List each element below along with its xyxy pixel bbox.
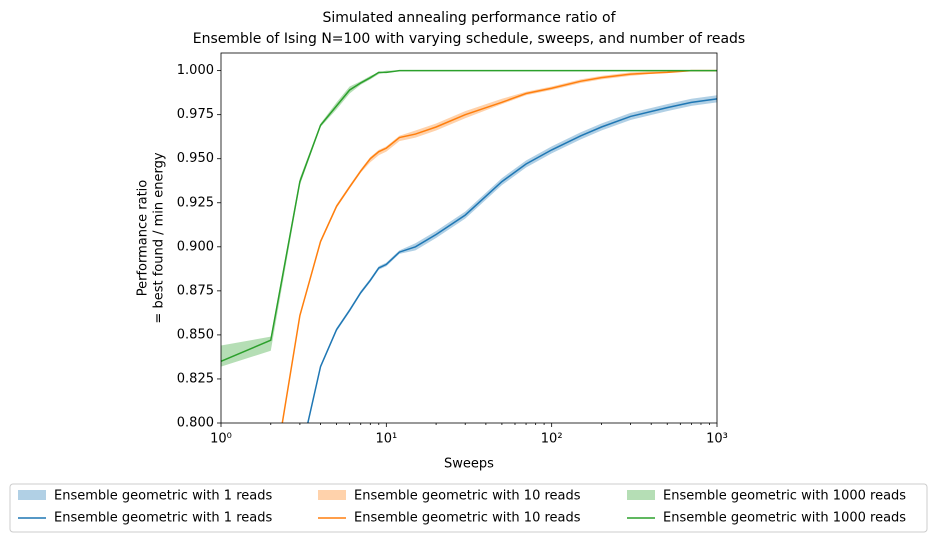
plot-area [221,69,717,423]
confidence-band [282,70,717,423]
y-axis-label: = best found / min energy [152,152,167,323]
legend-label: Ensemble geometric with 10 reads [354,511,581,526]
legend-patch [627,490,655,500]
y-tick-label: 0.875 [177,283,214,298]
legend-patch [318,490,346,500]
legend-label: Ensemble geometric with 1000 reads [663,511,906,526]
y-tick-label: 0.975 [177,107,214,122]
y-tick-label: 0.950 [177,151,214,166]
y-tick-label: 0.925 [177,195,214,210]
legend-label: Ensemble geometric with 10 reads [354,489,581,504]
legend [9,483,928,533]
chart-title: Ensemble of Ising N=100 with varying sch… [193,31,745,47]
y-tick-label: 0.850 [177,327,214,342]
y-tick-label: 0.800 [177,416,214,431]
legend-label: Ensemble geometric with 1 reads [54,489,272,504]
y-tick-label: 0.900 [177,239,214,254]
line [307,98,717,423]
axes-frame [220,52,718,424]
chart-title: Simulated annealing performance ratio of [322,10,616,26]
y-tick-label: 1.000 [177,63,214,78]
x-tick-label: 10⁰ [210,432,232,447]
y-axis-label: Performance ratio [136,180,151,297]
x-tick-label: 10³ [706,432,728,447]
line [221,69,717,363]
legend-label: Ensemble geometric with 1000 reads [663,489,906,504]
x-tick-label: 10¹ [375,432,397,447]
y-tick-label: 0.825 [177,371,214,386]
line [281,69,717,423]
confidence-band [307,95,717,423]
x-tick-label: 10² [541,432,563,447]
x-axis-label: Sweeps [444,457,494,472]
legend-patch [18,490,46,500]
legend-label: Ensemble geometric with 1 reads [54,511,272,526]
